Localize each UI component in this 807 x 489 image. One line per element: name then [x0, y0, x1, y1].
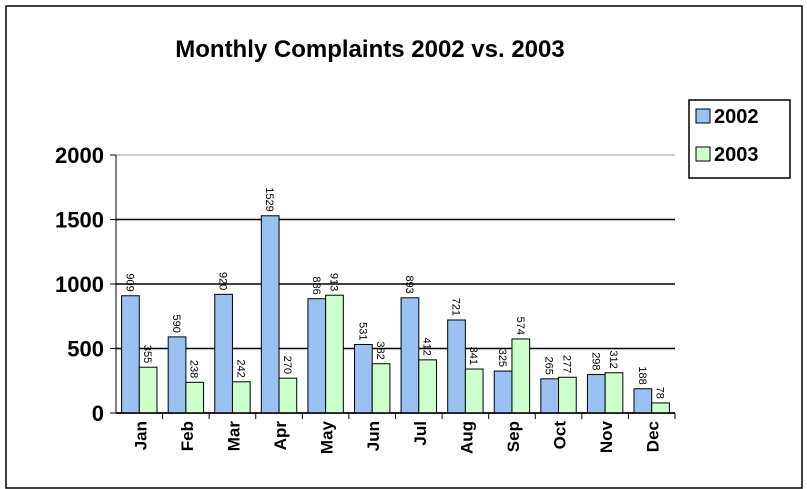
bar — [447, 319, 466, 414]
bar — [558, 376, 577, 414]
x-tick-label: May — [318, 420, 337, 454]
data-label: 909 — [123, 273, 135, 291]
x-tick-label: Apr — [271, 421, 290, 451]
bar — [511, 338, 531, 414]
data-label: 265 — [543, 356, 555, 374]
y-tick-label: 1000 — [55, 272, 104, 297]
bar — [540, 378, 560, 414]
bar — [278, 377, 298, 414]
x-tick-label: Feb — [178, 421, 197, 451]
y-tick-label: 2000 — [55, 143, 104, 168]
x-tick-label: Jan — [131, 421, 150, 450]
data-label: 270 — [281, 356, 293, 374]
legend-swatch — [695, 108, 711, 124]
bar — [418, 359, 437, 414]
data-label: 590 — [170, 315, 182, 333]
x-tick-label: Jun — [364, 421, 383, 451]
bar — [400, 297, 420, 414]
data-label: 355 — [141, 345, 153, 363]
data-label: 242 — [234, 359, 246, 377]
chart-title: Monthly Complaints 2002 vs. 2003 — [175, 36, 564, 63]
bar — [633, 388, 653, 414]
bar — [138, 366, 158, 414]
x-tick-label: Oct — [551, 421, 570, 450]
x-tick-label: Nov — [597, 420, 616, 453]
data-label: 893 — [403, 275, 415, 293]
x-tick-label: Mar — [224, 421, 243, 452]
bar — [167, 336, 187, 414]
bar — [185, 381, 205, 414]
y-tick-label: 1500 — [55, 208, 104, 233]
legend-label: 2003 — [714, 144, 759, 166]
bar — [260, 215, 280, 414]
x-tick-label: Aug — [457, 421, 476, 454]
data-label: 78 — [654, 387, 666, 399]
legend-label: 2002 — [714, 106, 759, 128]
data-label: 531 — [356, 322, 368, 340]
bar — [307, 298, 327, 414]
bar — [121, 295, 140, 414]
x-tick-label: Jul — [411, 421, 430, 446]
x-tick-label: Sep — [504, 421, 523, 452]
data-label: 913 — [327, 273, 339, 291]
data-label: 721 — [450, 298, 462, 316]
data-label: 920 — [217, 272, 229, 290]
data-label: 412 — [421, 337, 433, 355]
bar — [586, 374, 606, 414]
data-label: 325 — [496, 349, 508, 367]
data-label: 382 — [374, 341, 386, 359]
data-label: 277 — [560, 355, 572, 373]
data-label: 312 — [607, 350, 619, 368]
bar — [493, 370, 513, 414]
y-tick-label: 500 — [67, 337, 104, 362]
data-label: 298 — [589, 352, 601, 370]
legend-swatch — [695, 146, 711, 162]
bar — [231, 381, 251, 414]
bar — [325, 294, 344, 414]
data-label: 238 — [188, 360, 200, 378]
y-tick-label: 0 — [92, 401, 104, 426]
chart-border — [5, 5, 803, 489]
data-label: 886 — [310, 276, 322, 294]
bar — [651, 402, 670, 414]
bar — [354, 344, 373, 414]
x-tick-label: Dec — [644, 421, 663, 452]
bar — [214, 293, 233, 414]
data-label: 1529 — [263, 187, 275, 211]
data-label: 341 — [467, 347, 479, 365]
bar — [604, 372, 624, 414]
data-label: 188 — [636, 366, 648, 384]
data-label: 574 — [514, 317, 526, 335]
bar — [371, 363, 391, 414]
bar — [464, 368, 484, 414]
